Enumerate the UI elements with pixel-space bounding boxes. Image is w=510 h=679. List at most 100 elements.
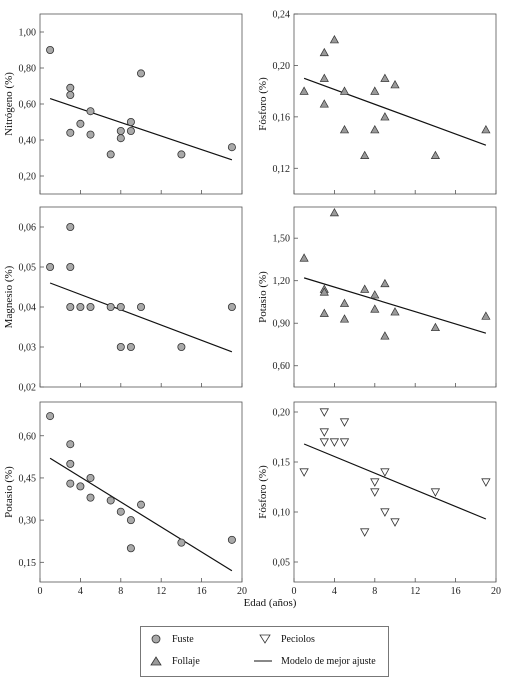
data-point: [319, 287, 329, 296]
data-point: [339, 86, 350, 95]
chart-panel-1: 0,20 0,40 0,60 0,80 1,00 Nitrógeno (%): [3, 13, 243, 195]
legend-label: Follaje: [172, 655, 200, 667]
data-point: [86, 302, 95, 311]
plot-frame: [293, 13, 497, 195]
data-point: [329, 438, 340, 447]
y-axis-label: Potasio (%): [3, 466, 15, 518]
x-tick-label: 12: [156, 586, 166, 597]
y-axis-label: Magnesio (%): [3, 265, 15, 328]
chart-panel-6: 0,05 0,10 0,15 0,20 0 4 8 12 16 20 Fósforo (%): [257, 401, 501, 597]
x-tick-label: 8: [118, 586, 123, 597]
y-tick-label: 0,16: [273, 112, 291, 123]
y-tick-label: 1,00: [19, 28, 37, 39]
data-point: [319, 47, 329, 57]
data-point: [177, 150, 186, 159]
data-point: [360, 150, 370, 159]
plot-frame: [293, 206, 497, 388]
data-point: [360, 284, 370, 293]
y-tick-label: 1,20: [273, 276, 291, 287]
y-axis-label: Fósforo (%): [257, 77, 269, 131]
x-tick-label: 8: [372, 586, 377, 597]
data-point: [46, 262, 55, 271]
chart-panel-3: 0,02 0,03 0,04 0,05 0,06 Magnesio (%): [3, 206, 243, 394]
data-point: [227, 143, 236, 152]
data-point: [46, 46, 55, 55]
data-point: [390, 79, 400, 89]
x-tick-label: 4: [78, 586, 83, 597]
data-point: [227, 302, 236, 311]
plot-frame: [293, 401, 497, 583]
data-point: [319, 428, 329, 437]
data-point: [116, 302, 125, 311]
data-point: [370, 124, 380, 134]
y-tick-label: 0,20: [19, 172, 37, 183]
fit-line: [303, 443, 487, 520]
legend-item-follaje: Follaje: [148, 655, 200, 667]
y-tick-label: 0,15: [19, 558, 37, 569]
data-point: [329, 207, 339, 217]
chart-panel-4: 0,60 0,90 1,20 1,50 Potasio (%): [257, 206, 497, 388]
data-point: [380, 508, 390, 517]
legend-item-fuste: Fuste: [148, 633, 194, 645]
data-point: [319, 99, 329, 108]
plot-frame: [39, 206, 243, 388]
data-point: [116, 507, 125, 516]
data-point: [86, 473, 95, 482]
x-tick-label: 16: [451, 586, 461, 597]
fit-line-icon: [253, 655, 273, 667]
data-point: [370, 478, 380, 487]
legend-label: Peciolos: [281, 633, 315, 645]
data-point: [390, 307, 400, 316]
data-point: [339, 314, 350, 323]
plot-frame: [39, 13, 243, 195]
data-point: [430, 322, 440, 332]
data-point: [481, 311, 491, 320]
x-tick-label: 20: [491, 586, 501, 597]
data-point: [227, 535, 236, 544]
data-point: [136, 302, 145, 311]
circle-marker-icon: [148, 633, 164, 645]
data-point: [76, 302, 85, 311]
data-point: [319, 438, 329, 447]
data-point: [339, 298, 350, 307]
data-point: [339, 438, 350, 447]
data-point: [299, 253, 309, 262]
data-point: [380, 112, 390, 121]
y-tick-label: 0,60: [19, 431, 37, 442]
data-point: [177, 342, 186, 351]
data-point: [66, 128, 75, 137]
y-tick-label: 0,05: [273, 558, 291, 569]
data-point: [66, 83, 75, 92]
plot-frame: [39, 401, 243, 583]
y-tick-label: 0,90: [273, 319, 291, 330]
y-axis-label: Potasio (%): [257, 271, 269, 323]
data-point: [66, 479, 75, 488]
y-tick-label: 0,30: [19, 516, 37, 527]
data-point: [380, 73, 390, 82]
data-point: [66, 222, 75, 231]
data-point: [126, 118, 135, 127]
y-tick-label: 0,10: [273, 508, 291, 519]
fit-line: [303, 277, 487, 334]
data-point: [116, 342, 125, 351]
data-point: [380, 468, 390, 477]
data-point: [339, 124, 350, 134]
triangle-up-marker-icon: [148, 655, 164, 667]
data-point: [370, 86, 380, 95]
x-tick-label: 16: [197, 586, 207, 597]
y-tick-label: 1,50: [273, 234, 291, 245]
y-tick-label: 0,04: [19, 303, 37, 314]
legend-label: Fuste: [172, 633, 194, 645]
data-point: [360, 528, 370, 537]
data-point: [380, 331, 390, 340]
data-point: [116, 127, 125, 136]
y-tick-label: 0,80: [19, 64, 37, 75]
y-tick-label: 0,20: [273, 61, 291, 72]
y-tick-label: 0,20: [273, 408, 291, 419]
data-point: [370, 488, 380, 497]
y-tick-label: 0,60: [273, 361, 291, 372]
fit-line: [49, 282, 233, 353]
data-point: [370, 290, 380, 299]
fit-line: [49, 98, 233, 161]
